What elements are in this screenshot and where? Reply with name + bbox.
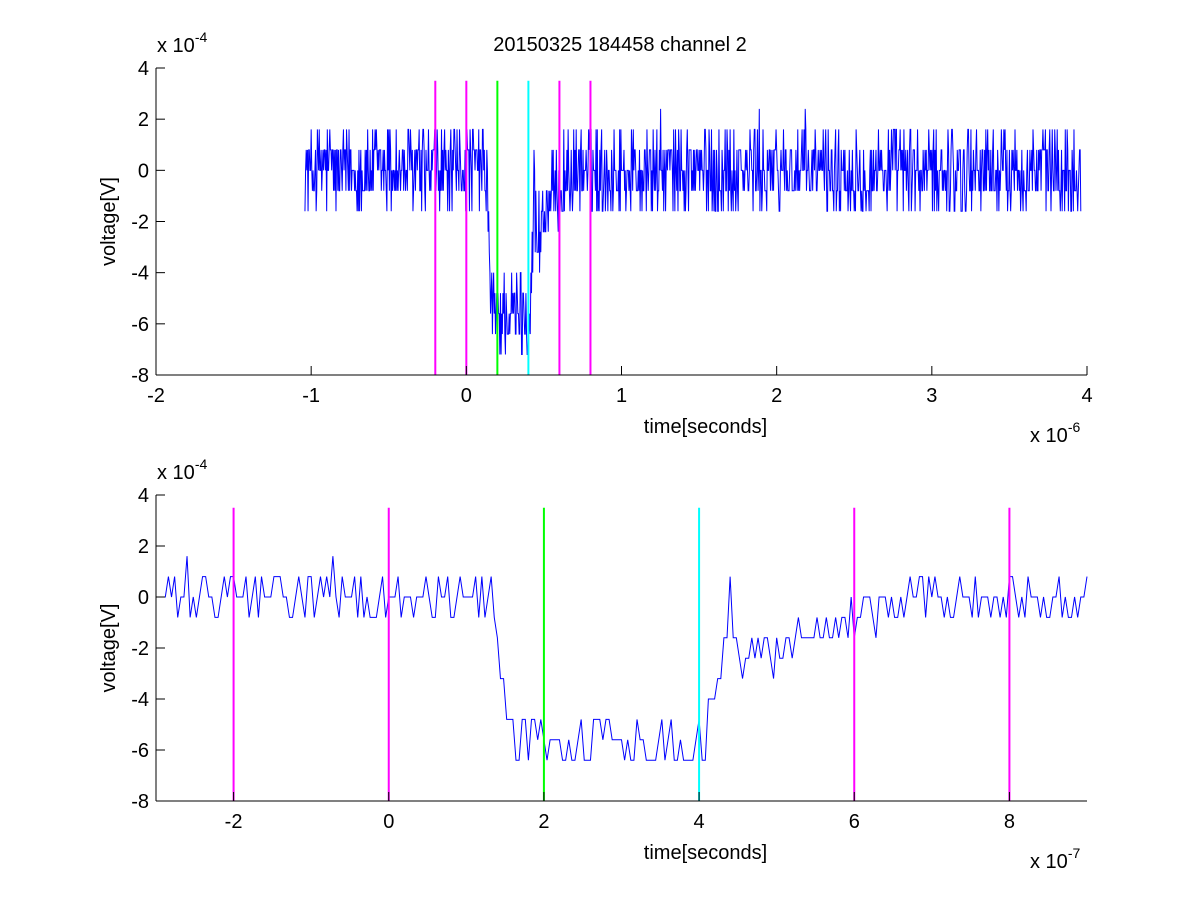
y-tick-label: -8	[131, 365, 149, 387]
y-axis-label: voltage[V]	[98, 604, 120, 693]
y-tick-label: -4	[131, 689, 149, 711]
y-tick-label: 0	[138, 587, 149, 609]
x-tick-label: 6	[849, 811, 860, 833]
x-tick-label: 1	[616, 385, 627, 407]
x-exponent-label: x 10-6	[1030, 419, 1080, 447]
signal-trace	[304, 108, 1082, 356]
y-axis-label: voltage[V]	[98, 177, 120, 266]
y-tick-label: -6	[131, 314, 149, 336]
y-exponent-label: x 10-4	[157, 456, 207, 484]
x-tick-label: 3	[926, 385, 937, 407]
y-tick-label: 0	[138, 160, 149, 182]
x-tick-label: -1	[302, 385, 320, 407]
y-tick-label: -2	[131, 212, 149, 234]
x-tick-label: 2	[538, 811, 549, 833]
top-axes: -2 -1 0 1 2 3 4 -8 -6 -4 -2 0 2 4 time[seconds] voltage…	[98, 29, 1093, 447]
y-tick-label: 4	[138, 58, 149, 80]
x-tick-label: 0	[461, 385, 472, 407]
y-tick-label: 4	[138, 485, 149, 507]
signal-trace	[156, 556, 1088, 761]
y-tick-label: -2	[131, 638, 149, 660]
y-tick-label: -4	[131, 263, 149, 285]
x-tick-label: 4	[694, 811, 705, 833]
x-tick-label: 2	[771, 385, 782, 407]
x-exponent-label: x 10-7	[1030, 845, 1080, 873]
x-tick-label: -2	[147, 385, 165, 407]
x-axis-label: time[seconds]	[644, 416, 767, 438]
y-tick-label: 2	[138, 536, 149, 558]
x-axis-label: time[seconds]	[644, 842, 767, 864]
y-tick-label: -8	[131, 791, 149, 813]
y-exponent-label: x 10-4	[157, 29, 207, 57]
x-tick-label: -2	[225, 811, 243, 833]
y-tick-label: 2	[138, 109, 149, 131]
plot-area	[156, 495, 1087, 801]
figure-title: 20150325 184458 channel 2	[493, 34, 747, 56]
y-tick-label: -6	[131, 740, 149, 762]
bottom-axes: -2 0 2 4 6 8 -8 -6 -4 -2 0 2 4 time[seconds] voltage[V…	[98, 456, 1088, 873]
x-tick-label: 0	[383, 811, 394, 833]
x-tick-label: 4	[1081, 385, 1092, 407]
plot-area	[156, 68, 1087, 375]
x-tick-label: 8	[1004, 811, 1015, 833]
